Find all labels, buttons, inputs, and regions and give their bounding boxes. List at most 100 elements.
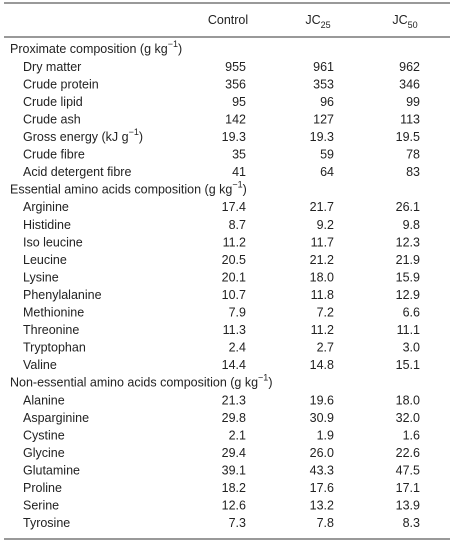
row-label: Tyrosine xyxy=(23,516,70,530)
cell-value: 41 xyxy=(232,165,246,179)
cell-value: 21.7 xyxy=(310,200,334,214)
cell-value: 29.4 xyxy=(222,446,246,460)
cell-value: 18.2 xyxy=(222,481,246,495)
cell-value: 29.8 xyxy=(222,411,246,425)
column-header-text: JC xyxy=(392,13,407,27)
column-header-text: JC xyxy=(305,13,320,27)
row-label: Alanine xyxy=(23,393,65,407)
cell-value: 12.3 xyxy=(396,235,420,249)
cell-value: 3.0 xyxy=(403,341,420,355)
cell-value: 11.8 xyxy=(311,288,334,302)
row-label: Valine xyxy=(23,358,57,372)
section-title-tail: ) xyxy=(243,183,247,197)
section-title-tail: ) xyxy=(268,376,272,390)
row-label: Threonine xyxy=(23,323,79,337)
section-title-tail: ) xyxy=(178,42,182,56)
section-title-sup: −1 xyxy=(168,39,178,49)
cell-value: 26.1 xyxy=(396,200,420,214)
cell-value: 32.0 xyxy=(396,411,420,425)
row-label: Crude protein xyxy=(23,77,99,91)
cell-value: 17.6 xyxy=(310,481,334,495)
row-label: Tryptophan xyxy=(23,341,86,355)
row-label: Dry matter xyxy=(23,60,81,74)
cell-value: 127 xyxy=(313,112,334,126)
cell-value: 2.7 xyxy=(317,341,334,355)
column-header-text: Control xyxy=(208,13,248,27)
cell-value: 12.6 xyxy=(222,499,246,513)
cell-value: 21.9 xyxy=(396,253,420,267)
cell-value: 19.3 xyxy=(310,130,334,144)
cell-value: 21.2 xyxy=(310,253,334,267)
section-title: Essential amino acids composition (g kg−… xyxy=(10,180,247,197)
column-header: Control xyxy=(208,13,248,27)
cell-value: 59 xyxy=(320,148,334,162)
row-label: Asparginine xyxy=(23,411,89,425)
cell-value: 20.5 xyxy=(222,253,246,267)
cell-value: 12.9 xyxy=(396,288,420,302)
cell-value: 22.6 xyxy=(396,446,420,460)
row-label: Iso leucine xyxy=(23,235,83,249)
cell-value: 346 xyxy=(399,77,420,91)
row-label: Acid detergent fibre xyxy=(23,165,131,179)
cell-value: 6.6 xyxy=(403,306,420,320)
row-label: Proline xyxy=(23,481,62,495)
cell-value: 1.6 xyxy=(403,428,420,442)
section-title-text: Non-essential amino acids composition (g… xyxy=(10,376,258,390)
cell-value: 7.9 xyxy=(229,306,246,320)
cell-value: 39.1 xyxy=(222,463,246,477)
cell-value: 19.5 xyxy=(396,130,420,144)
cell-value: 11.3 xyxy=(223,323,246,337)
cell-value: 83 xyxy=(406,165,420,179)
cell-value: 17.1 xyxy=(396,481,420,495)
row-label-sup: −1 xyxy=(129,127,139,137)
cell-value: 13.2 xyxy=(310,499,334,513)
cell-value: 8.7 xyxy=(229,218,246,232)
cell-value: 64 xyxy=(320,165,334,179)
cell-value: 17.4 xyxy=(222,200,246,214)
cell-value: 1.9 xyxy=(317,428,334,442)
cell-value: 142 xyxy=(225,112,246,126)
column-header: JC50 xyxy=(392,13,417,30)
cell-value: 962 xyxy=(399,60,420,74)
cell-value: 11.7 xyxy=(311,235,334,249)
cell-value: 11.1 xyxy=(397,323,420,337)
cell-value: 30.9 xyxy=(310,411,334,425)
cell-value: 21.3 xyxy=(222,393,246,407)
cell-value: 11.2 xyxy=(311,323,334,337)
row-label: Histidine xyxy=(23,218,71,232)
row-label: Crude fibre xyxy=(23,148,85,162)
cell-value: 95 xyxy=(232,95,246,109)
cell-value: 8.3 xyxy=(403,516,420,530)
row-label: Methionine xyxy=(23,306,84,320)
cell-value: 35 xyxy=(232,148,246,162)
column-header-sub: 50 xyxy=(408,20,418,30)
cell-value: 19.6 xyxy=(310,393,334,407)
cell-value: 47.5 xyxy=(396,463,420,477)
cell-value: 13.9 xyxy=(396,499,420,513)
cell-value: 7.3 xyxy=(229,516,246,530)
row-label: Arginine xyxy=(23,200,69,214)
cell-value: 10.7 xyxy=(222,288,246,302)
cell-value: 356 xyxy=(225,77,246,91)
section-title-text: Proximate composition (g kg xyxy=(10,42,168,56)
cell-value: 955 xyxy=(225,60,246,74)
row-label: Lysine xyxy=(23,270,59,284)
section-title-text: Essential amino acids composition (g kg xyxy=(10,183,232,197)
cell-value: 2.4 xyxy=(229,341,246,355)
cell-value: 14.4 xyxy=(222,358,246,372)
row-label: Crude lipid xyxy=(23,95,83,109)
row-label: Gross energy (kJ g−1) xyxy=(23,127,143,144)
cell-value: 15.1 xyxy=(396,358,420,372)
section-title-sup: −1 xyxy=(232,180,242,190)
row-label: Leucine xyxy=(23,253,67,267)
cell-value: 9.8 xyxy=(403,218,420,232)
cell-value: 99 xyxy=(406,95,420,109)
cell-value: 18.0 xyxy=(310,270,334,284)
row-label: Phenylalanine xyxy=(23,288,102,302)
row-label-tail: ) xyxy=(139,130,143,144)
cell-value: 961 xyxy=(313,60,334,74)
cell-value: 19.3 xyxy=(222,130,246,144)
row-label: Cystine xyxy=(23,428,65,442)
cell-value: 7.8 xyxy=(317,516,334,530)
